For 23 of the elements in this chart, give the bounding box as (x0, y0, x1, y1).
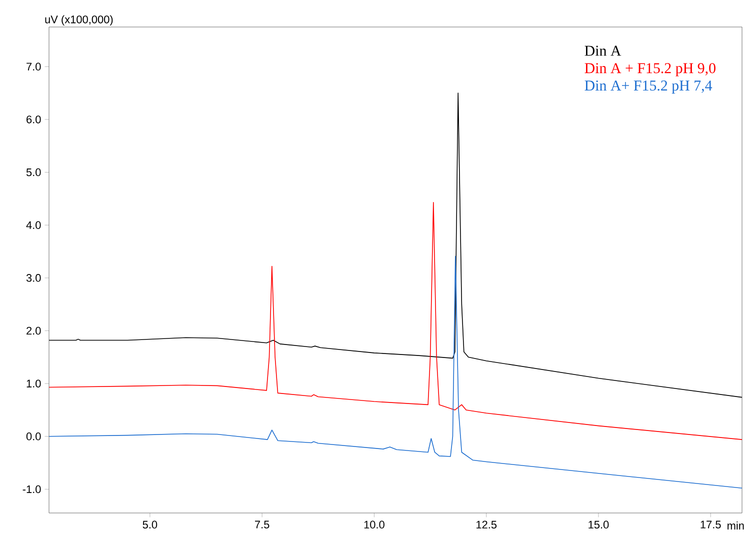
text: Din A + F15.2 pH 9,0 (584, 63, 716, 76)
y-tick-label: 3.0 (26, 274, 41, 282)
y-axis-title: uV (x100,000) (45, 15, 113, 26)
x-tick-label: 17.5 (700, 520, 721, 528)
y-tick-label: 1.0 (26, 380, 41, 388)
x-tick-label: 7.5 (255, 520, 270, 528)
y-tick-label: 7.0 (26, 62, 41, 70)
y-tick-label: 6.0 (26, 116, 41, 124)
x-tick-label: 10.0 (364, 520, 384, 529)
y-tick-label: 4.0 (26, 221, 41, 229)
line-series (49, 92, 742, 398)
y-tick-label: 5.0 (26, 168, 41, 176)
y-tick-label: -1.0 (22, 485, 41, 494)
text: Din A+ F15.2 pH 7,4 (584, 80, 712, 94)
x-tick-label: 15.0 (588, 520, 609, 529)
x-axis-title: min (728, 522, 744, 530)
text: Din A (584, 46, 622, 56)
x-tick-label: 5.0 (142, 520, 158, 529)
y-tick-label: 0.0 (26, 432, 41, 440)
line-series (49, 202, 742, 440)
line-series (49, 256, 742, 489)
y-tick-label: 2.0 (26, 326, 41, 335)
x-tick-label: 12.5 (476, 520, 497, 529)
